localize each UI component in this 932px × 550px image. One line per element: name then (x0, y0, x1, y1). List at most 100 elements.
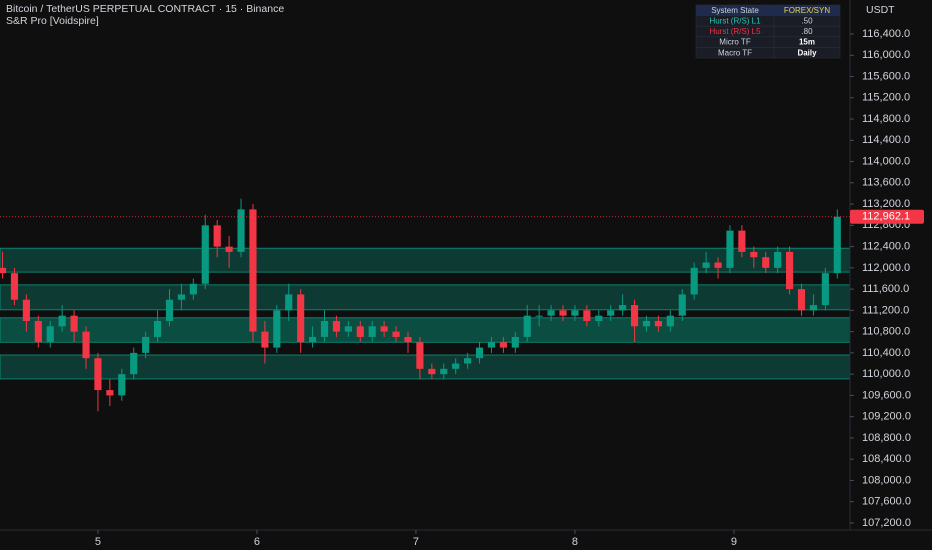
candle-body (464, 358, 472, 364)
candle-body (201, 225, 209, 284)
y-tick-label: 110,800.0 (862, 326, 910, 338)
candle-body (58, 315, 66, 327)
candle-body (356, 326, 364, 337)
candle-body (34, 320, 42, 343)
sr-zone (0, 284, 851, 311)
candle-body (475, 347, 484, 359)
candle-body (344, 326, 352, 332)
candle-body (70, 315, 78, 332)
table-cell (773, 47, 841, 59)
candle-body (237, 209, 245, 252)
table-value: .50 (801, 17, 813, 26)
table-label: Macro TF (718, 48, 752, 57)
zones (0, 247, 851, 380)
candle-body (547, 310, 555, 316)
y-tick-label: 116,000.0 (862, 49, 910, 61)
last-price-tag (850, 209, 924, 224)
candles (0, 198, 841, 412)
candle-body (726, 230, 734, 268)
y-tick-label: 112,400.0 (862, 241, 910, 253)
candle-body (213, 225, 221, 247)
candle-body (285, 294, 293, 311)
candle-body (368, 326, 376, 337)
candle-body (702, 262, 710, 268)
candle-body (499, 342, 507, 348)
candle-body (440, 368, 448, 375)
candle-body (583, 310, 591, 321)
candle-body (571, 310, 579, 316)
y-tick-label: 115,600.0 (862, 70, 910, 82)
candle-body (738, 230, 746, 252)
candle-body (273, 310, 281, 348)
candle-body (821, 273, 829, 306)
candle-body (177, 294, 185, 300)
candle-body (595, 315, 603, 321)
status-table: System State FOREX/SYN Hurst (R/S) L1 .50 Hu… (695, 4, 841, 59)
candle-body (786, 251, 794, 290)
table-value: Daily (797, 48, 817, 57)
candle-body (165, 299, 174, 321)
y-tick-label: 113,200.0 (862, 198, 910, 210)
y-tick-label: 111,200.0 (862, 304, 909, 316)
x-tick-label: 7 (413, 536, 419, 548)
indicator-name: S&R Pro [Voidspire] (6, 15, 99, 27)
y-tick-label: 110,400.0 (862, 347, 910, 359)
candle-body (642, 320, 651, 327)
candle-body (774, 251, 782, 268)
candle-body (392, 331, 400, 337)
y-tick-label: 108,000.0 (862, 474, 911, 486)
table-label: Micro TF (719, 38, 751, 47)
candle-body (82, 331, 90, 359)
y-tick-label: 114,800.0 (862, 113, 910, 125)
last-price-label: 112,962.1 (862, 211, 910, 223)
candle-body (714, 262, 722, 268)
y-tick-label: 107,600.0 (862, 496, 911, 508)
candle-body (261, 331, 269, 348)
y-tick-label: 114,000.0 (862, 155, 910, 167)
table-value: .80 (801, 27, 813, 36)
chart-title: Bitcoin / TetherUS PERPETUAL CONTRACT · … (6, 3, 284, 15)
candle-body (142, 336, 150, 353)
y-tick-label: 111,600.0 (862, 283, 909, 295)
candle-body (10, 273, 19, 300)
y-tick-label: 110,000.0 (862, 368, 910, 380)
candle-body (332, 320, 341, 332)
candle-body (666, 315, 674, 327)
y-tick-label: 109,200.0 (862, 411, 911, 423)
candle-body (22, 299, 30, 321)
y-tick-label: 116,400.0 (862, 28, 910, 40)
table-value: 15m (799, 38, 815, 47)
table-value: FOREX/SYN (784, 6, 830, 15)
axes: 107,200.0 107,600.0 108,000.0 108,400.0 108,… (95, 28, 911, 548)
candle-body (630, 305, 639, 327)
candle-body (130, 352, 138, 375)
candle-body (452, 363, 460, 369)
candle-body (833, 216, 841, 274)
y-tick-label: 115,200.0 (862, 92, 910, 104)
candle-body (189, 283, 197, 295)
x-tick-label: 9 (731, 536, 737, 548)
candle-body (523, 315, 531, 337)
candle-body (678, 294, 686, 316)
y-tick-label: 114,400.0 (862, 134, 910, 146)
table-label: Hurst (R/S) L5 (709, 27, 761, 36)
y-tick-label: 107,200.0 (862, 517, 911, 529)
y-tick-label: 112,000.0 (862, 262, 910, 274)
candle-body (153, 320, 162, 337)
candle-body (94, 358, 102, 391)
candle-body (249, 209, 257, 332)
candle-body (487, 342, 496, 348)
candle-body (750, 251, 758, 258)
table-label: System State (711, 6, 759, 15)
candle-body (380, 326, 388, 332)
sr-zone (0, 354, 851, 380)
candle-body (404, 336, 412, 343)
candle-body (118, 374, 126, 396)
candle-body (619, 305, 627, 311)
candle-body (46, 326, 54, 343)
currency: USDT (866, 4, 895, 16)
sr-zone (0, 317, 851, 343)
candle-body (762, 257, 770, 268)
